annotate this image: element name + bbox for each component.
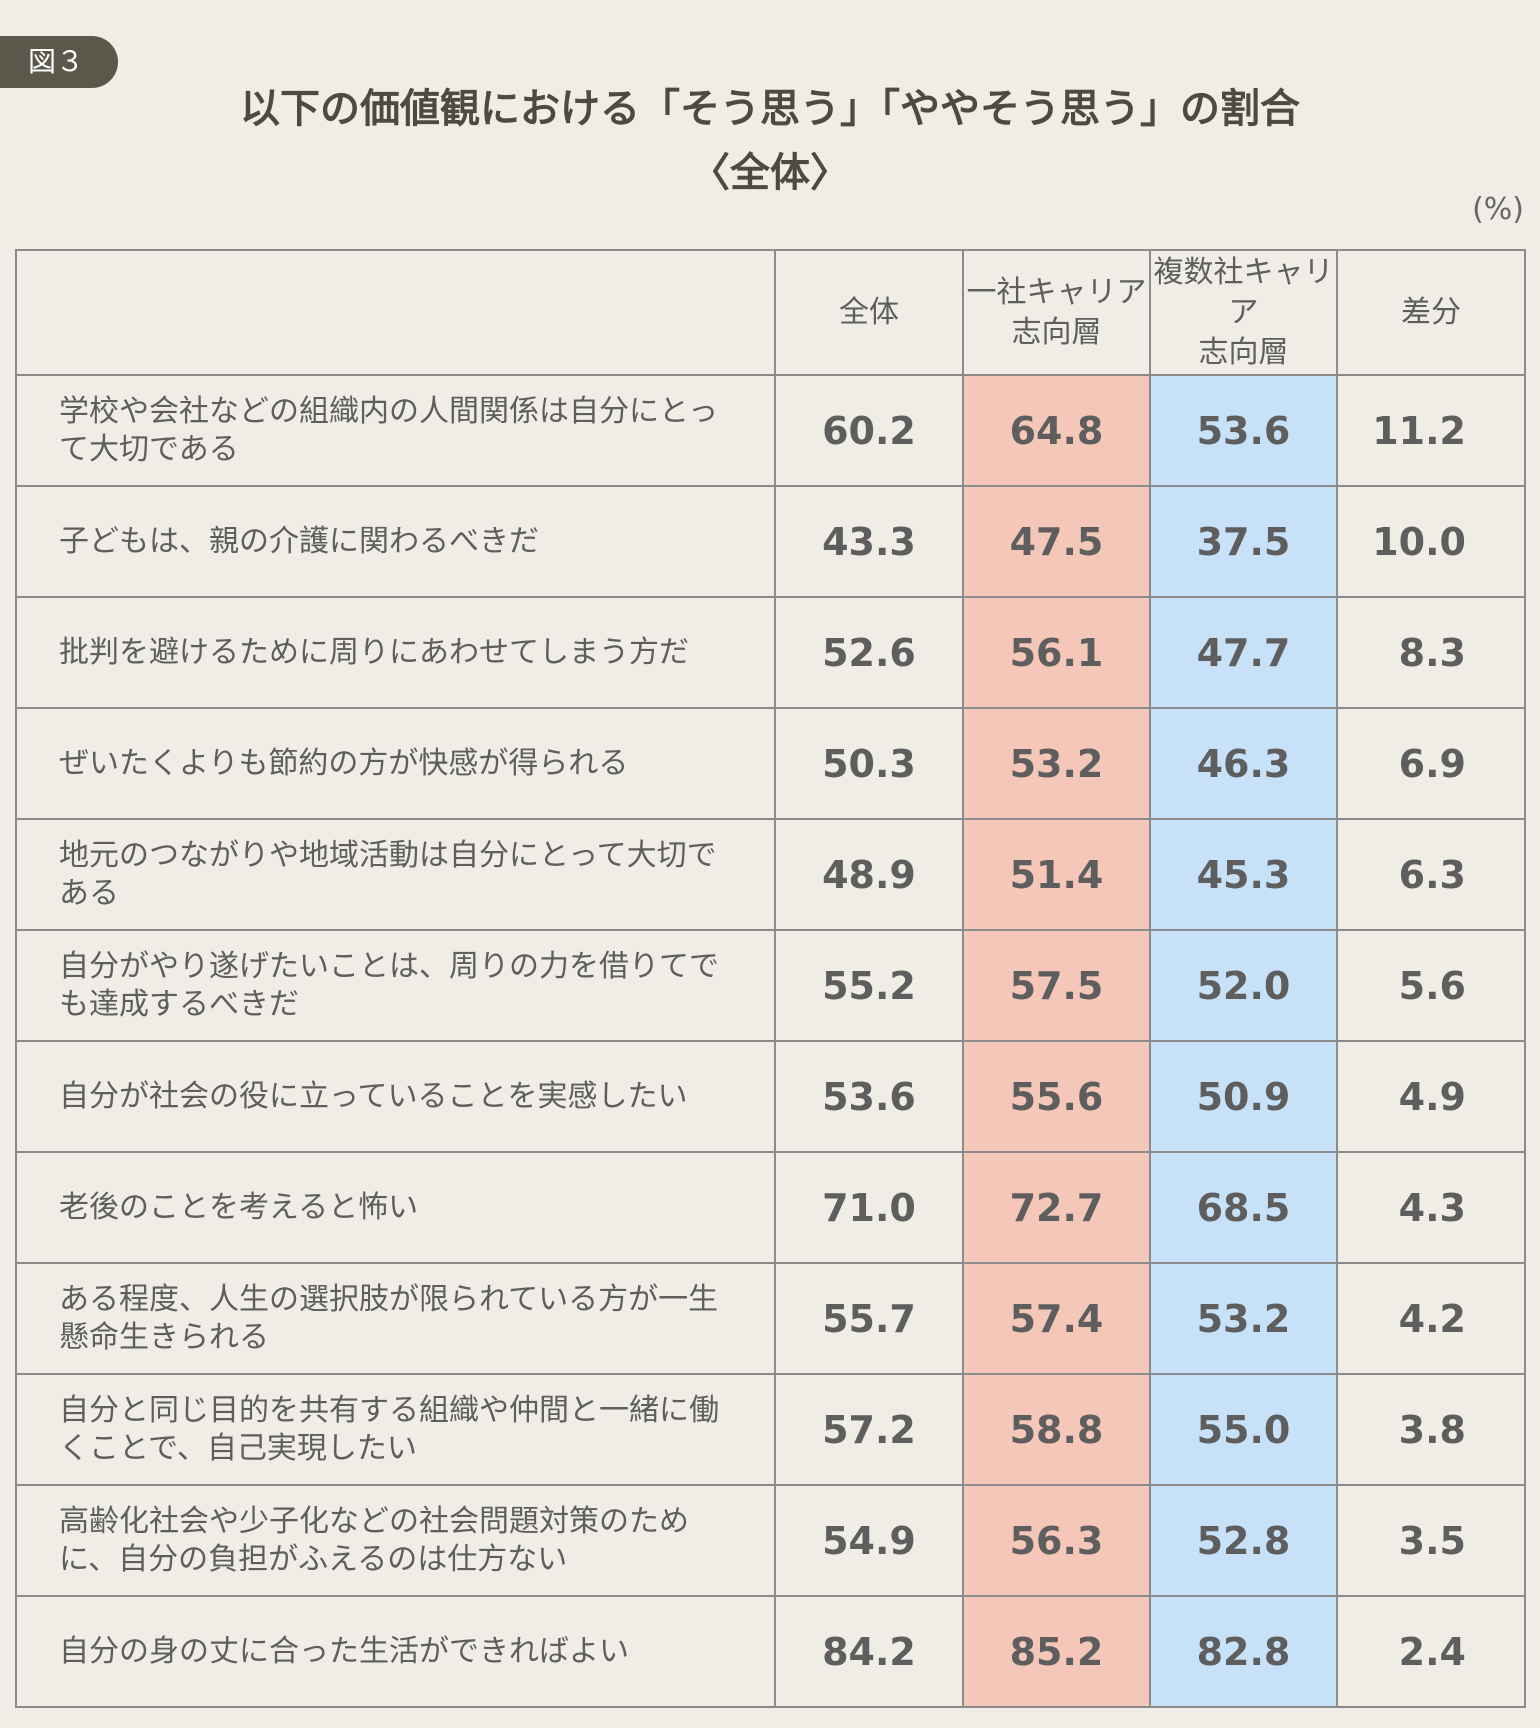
value-multi-company: 82.8 [1149, 1595, 1338, 1708]
table-row: 自分の身の丈に合った生活ができればよい 84.2 85.2 82.8 2.4 [15, 1595, 1526, 1708]
value-one-company: 58.8 [962, 1373, 1151, 1486]
value-diff: 3.5 [1336, 1484, 1526, 1597]
row-label: 自分が社会の役に立っていることを実感したい [15, 1040, 776, 1153]
value-multi-company: 37.5 [1149, 485, 1338, 598]
header-diff: 差分 [1336, 249, 1526, 376]
table-row: ある程度、人生の選択肢が限られている方が一生懸命生きられる 55.7 57.4 53.… [15, 1262, 1526, 1375]
header-one-line1: 一社キャリア [966, 274, 1147, 310]
header-multi-line2: 志向層 [1198, 334, 1289, 370]
value-one-company: 72.7 [962, 1151, 1151, 1264]
value-one-company: 57.4 [962, 1262, 1151, 1375]
value-total: 54.9 [774, 1484, 964, 1597]
header-blank [15, 249, 776, 376]
value-one-company: 55.6 [962, 1040, 1151, 1153]
table-row: 批判を避けるために周りにあわせてしまう方だ 52.6 56.1 47.7 8.3 [15, 596, 1526, 709]
value-total: 71.0 [774, 1151, 964, 1264]
value-multi-company: 55.0 [1149, 1373, 1338, 1486]
value-multi-company: 53.2 [1149, 1262, 1338, 1375]
row-label: 自分がやり遂げたいことは、周りの力を借りてでも達成するべきだ [15, 929, 776, 1042]
unit-label: (%) [1472, 192, 1524, 227]
value-diff: 5.6 [1336, 929, 1526, 1042]
row-label: ある程度、人生の選択肢が限られている方が一生懸命生きられる [15, 1262, 776, 1375]
value-diff: 2.4 [1336, 1595, 1526, 1708]
table-row: 学校や会社などの組織内の人間関係は自分にとって大切である 60.2 64.8 53.6… [15, 374, 1526, 487]
value-total: 43.3 [774, 485, 964, 598]
value-one-company: 85.2 [962, 1595, 1151, 1708]
header-one-line2: 志向層 [1011, 314, 1102, 350]
row-label: ぜいたくよりも節約の方が快感が得られる [15, 707, 776, 820]
value-multi-company: 68.5 [1149, 1151, 1338, 1264]
table-row: 老後のことを考えると怖い 71.0 72.7 68.5 4.3 [15, 1151, 1526, 1264]
row-label: 地元のつながりや地域活動は自分にとって大切である [15, 818, 776, 931]
row-label: 学校や会社などの組織内の人間関係は自分にとって大切である [15, 374, 776, 487]
header-multi-company: 複数社キャリア 志向層 [1149, 249, 1338, 376]
value-diff: 11.2 [1336, 374, 1526, 487]
value-one-company: 56.1 [962, 596, 1151, 709]
value-multi-company: 45.3 [1149, 818, 1338, 931]
value-total: 52.6 [774, 596, 964, 709]
row-label: 自分と同じ目的を共有する組織や仲間と一緒に働くことで、自己実現したい [15, 1373, 776, 1486]
row-label: 高齢化社会や少子化などの社会問題対策のために、自分の負担がふえるのは仕方ない [15, 1484, 776, 1597]
value-diff: 3.8 [1336, 1373, 1526, 1486]
value-total: 55.2 [774, 929, 964, 1042]
value-one-company: 53.2 [962, 707, 1151, 820]
value-diff: 6.9 [1336, 707, 1526, 820]
row-label: 老後のことを考えると怖い [15, 1151, 776, 1264]
value-total: 50.3 [774, 707, 964, 820]
value-diff: 6.3 [1336, 818, 1526, 931]
value-one-company: 51.4 [962, 818, 1151, 931]
value-diff: 4.9 [1336, 1040, 1526, 1153]
value-total: 48.9 [774, 818, 964, 931]
value-total: 84.2 [774, 1595, 964, 1708]
value-multi-company: 47.7 [1149, 596, 1338, 709]
chart-subtitle: 〈全体〉 [690, 150, 850, 196]
data-table: 全体 一社キャリア 志向層 複数社キャリア 志向層 差分 学校や会社などの組織内… [15, 249, 1526, 1708]
row-label: 自分の身の丈に合った生活ができればよい [15, 1595, 776, 1708]
value-diff: 4.3 [1336, 1151, 1526, 1264]
value-diff: 10.0 [1336, 485, 1526, 598]
value-one-company: 64.8 [962, 374, 1151, 487]
figure-label-badge: 図３ [0, 36, 118, 88]
value-one-company: 47.5 [962, 485, 1151, 598]
value-multi-company: 52.0 [1149, 929, 1338, 1042]
header-row: 全体 一社キャリア 志向層 複数社キャリア 志向層 差分 [15, 249, 1526, 376]
table-row: 自分が社会の役に立っていることを実感したい 53.6 55.6 50.9 4.9 [15, 1040, 1526, 1153]
value-one-company: 56.3 [962, 1484, 1151, 1597]
value-total: 60.2 [774, 374, 964, 487]
chart-title: 以下の価値観における「そう思う」「ややそう思う」の割合 [240, 86, 1300, 132]
table-row: 高齢化社会や少子化などの社会問題対策のために、自分の負担がふえるのは仕方ない 54… [15, 1484, 1526, 1597]
row-label: 子どもは、親の介護に関わるべきだ [15, 485, 776, 598]
header-multi-line1: 複数社キャリア [1153, 254, 1334, 330]
value-multi-company: 50.9 [1149, 1040, 1338, 1153]
table-row: 自分がやり遂げたいことは、周りの力を借りてでも達成するべきだ 55.2 57.5 52… [15, 929, 1526, 1042]
table-row: ぜいたくよりも節約の方が快感が得られる 50.3 53.2 46.3 6.9 [15, 707, 1526, 820]
header-total: 全体 [774, 249, 964, 376]
table-row: 自分と同じ目的を共有する組織や仲間と一緒に働くことで、自己実現したい 57.2 58… [15, 1373, 1526, 1486]
value-total: 55.7 [774, 1262, 964, 1375]
value-diff: 8.3 [1336, 596, 1526, 709]
table-row: 地元のつながりや地域活動は自分にとって大切である 48.9 51.4 45.3 6.3 [15, 818, 1526, 931]
table-row: 子どもは、親の介護に関わるべきだ 43.3 47.5 37.5 10.0 [15, 485, 1526, 598]
value-multi-company: 46.3 [1149, 707, 1338, 820]
value-total: 53.6 [774, 1040, 964, 1153]
value-multi-company: 52.8 [1149, 1484, 1338, 1597]
value-multi-company: 53.6 [1149, 374, 1338, 487]
value-total: 57.2 [774, 1373, 964, 1486]
header-one-company: 一社キャリア 志向層 [962, 249, 1151, 376]
value-one-company: 57.5 [962, 929, 1151, 1042]
row-label: 批判を避けるために周りにあわせてしまう方だ [15, 596, 776, 709]
value-diff: 4.2 [1336, 1262, 1526, 1375]
